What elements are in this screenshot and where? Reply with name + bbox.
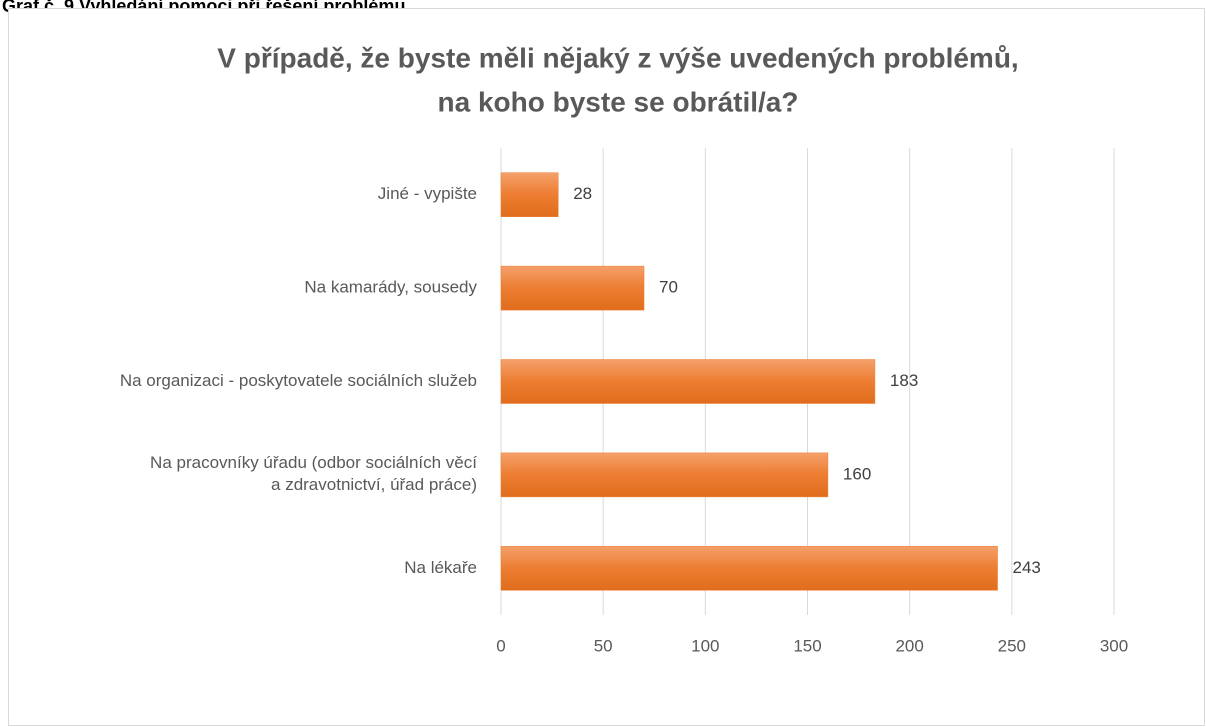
bar [500, 172, 559, 217]
x-tick-label: 50 [594, 636, 613, 655]
x-tick-label: 250 [998, 636, 1026, 655]
chart-title: na koho byste se obrátil/a? [438, 86, 799, 117]
y-tick-label: Jiné - vypište [378, 184, 477, 203]
y-tick-label: Na pracovníky úřadu (odbor sociálních vě… [150, 453, 477, 494]
bar [500, 546, 998, 591]
bar [500, 452, 829, 498]
y-tick-label: Na lékaře [404, 558, 477, 577]
data-label: 160 [843, 464, 871, 483]
x-tick-label: 200 [895, 636, 923, 655]
x-tick-label: 300 [1100, 636, 1128, 655]
y-tick-label: Na kamarády, sousedy [304, 278, 477, 297]
data-label: 70 [659, 278, 678, 297]
bar [500, 359, 876, 404]
data-label: 183 [890, 371, 918, 390]
x-tick-label: 100 [691, 636, 719, 655]
data-label: 28 [573, 184, 592, 203]
x-tick-label: 0 [496, 636, 505, 655]
y-tick-label: Na organizaci - poskytovatele sociálních… [120, 371, 477, 390]
x-tick-label: 150 [793, 636, 821, 655]
data-label: 243 [1013, 558, 1041, 577]
bar [500, 265, 645, 311]
chart-title: V případě, že byste měli nějaký z výše u… [217, 42, 1018, 73]
